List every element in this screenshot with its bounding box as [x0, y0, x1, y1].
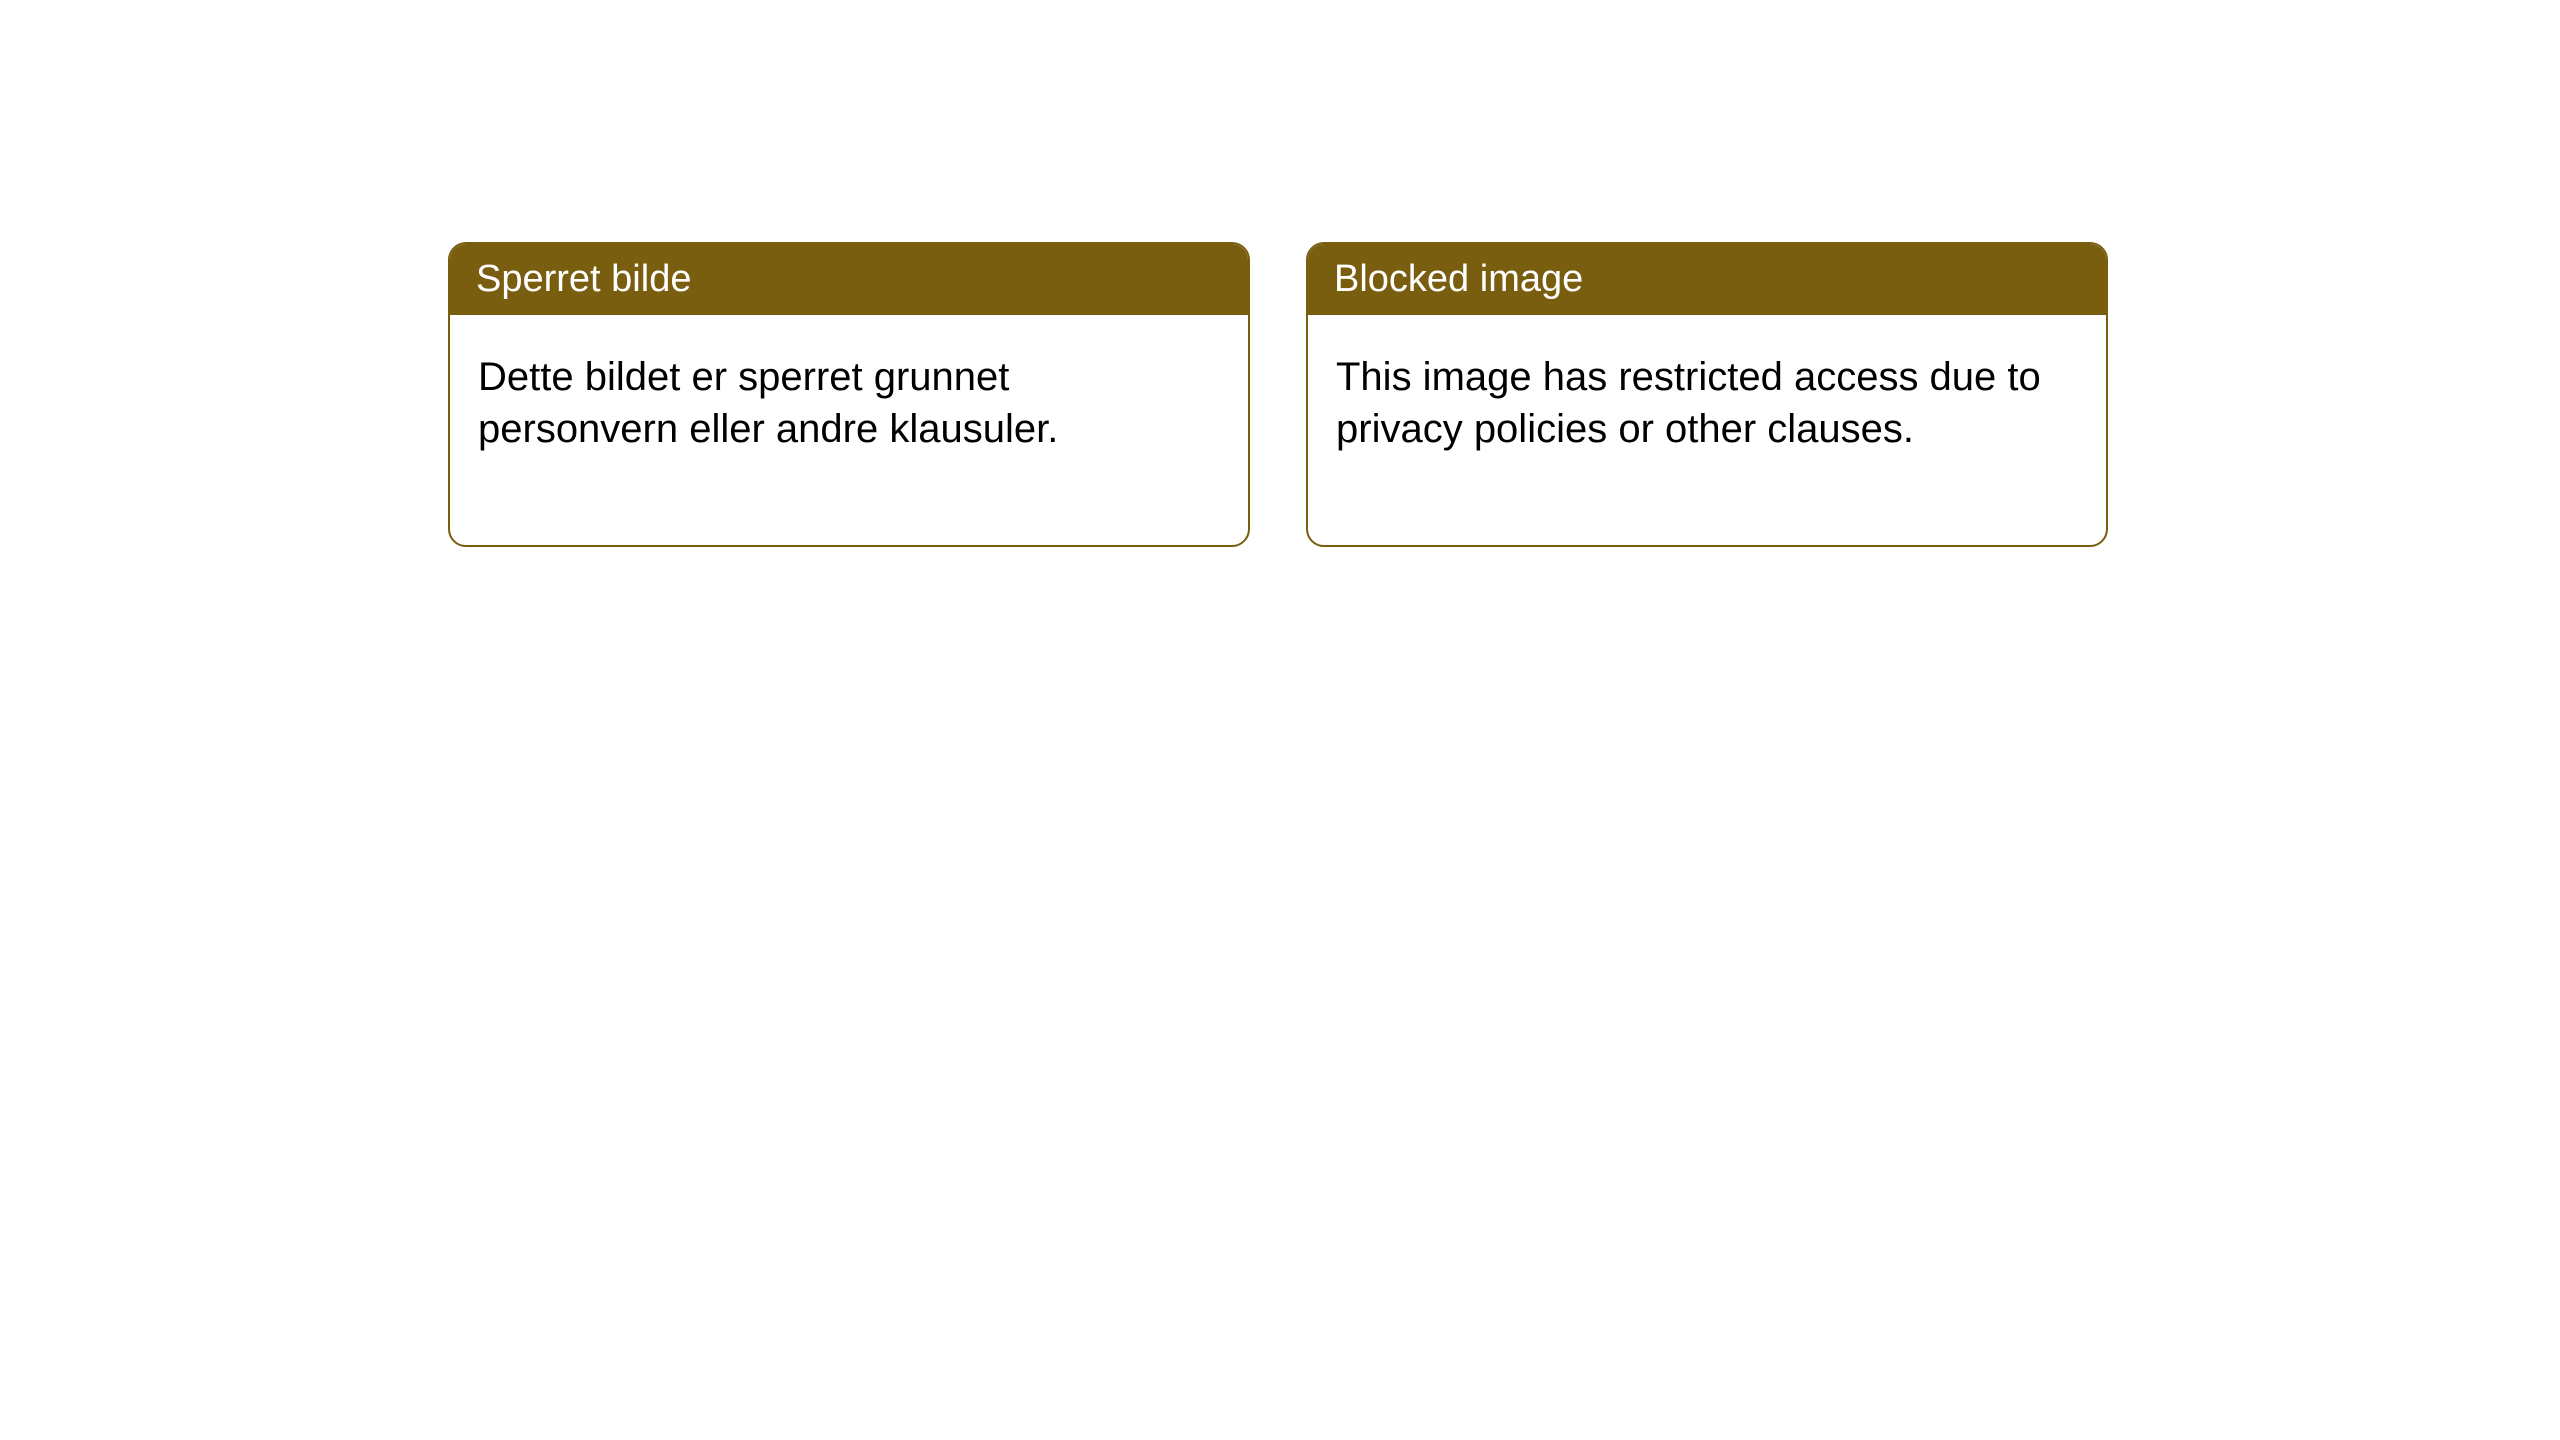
notice-card-english: Blocked image This image has restricted … — [1306, 242, 2108, 547]
notice-title: Blocked image — [1308, 244, 2106, 315]
notice-container: Sperret bilde Dette bildet er sperret gr… — [448, 242, 2108, 547]
notice-title: Sperret bilde — [450, 244, 1248, 315]
notice-body: Dette bildet er sperret grunnet personve… — [450, 315, 1248, 545]
notice-body: This image has restricted access due to … — [1308, 315, 2106, 545]
notice-card-norwegian: Sperret bilde Dette bildet er sperret gr… — [448, 242, 1250, 547]
